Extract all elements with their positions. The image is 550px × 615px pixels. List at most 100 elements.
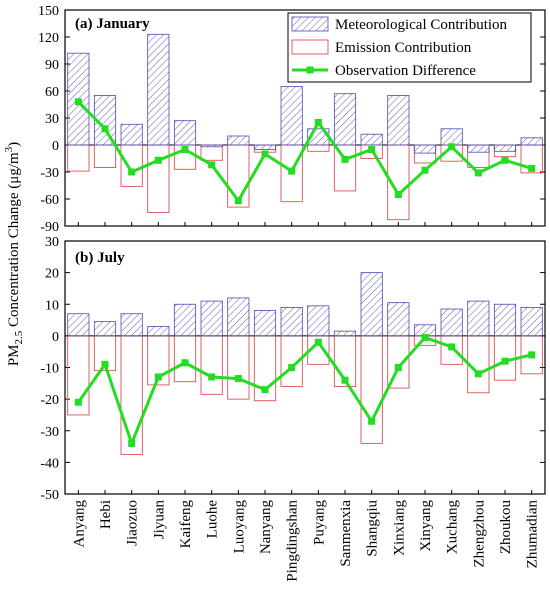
observation-point-july-luohe — [208, 373, 216, 381]
bar-meteorological-january-xinxiang — [387, 95, 410, 146]
panel-january-title: (a) January — [75, 16, 150, 32]
observation-line-july — [77, 335, 533, 448]
y-tick-label-january: 30 — [45, 112, 59, 127]
bar-meteorological-january-sanmenxia — [333, 93, 357, 146]
x-tick-label-kaifeng: Kaifeng — [178, 500, 194, 549]
bar-meteorological-january-pingdingshan — [280, 86, 303, 146]
bar-meteorological-january-nanyang — [253, 144, 277, 150]
observation-point-july-anyang — [74, 398, 82, 406]
observation-point-january-jiyuan — [154, 156, 162, 164]
observation-point-july-zhengzhou — [474, 370, 482, 378]
bar-emission-january-puyang — [307, 144, 330, 152]
observation-point-january-luoyang — [234, 197, 242, 205]
bar-meteorological-january-shangqiu — [360, 133, 383, 146]
observation-point-july-zhumadian — [528, 351, 536, 359]
legend-emission-swatch — [291, 39, 329, 55]
observation-point-january-pingdingshan — [288, 167, 296, 175]
bar-meteorological-july-nanyang — [253, 310, 277, 337]
bar-meteorological-july-jiyuan — [147, 325, 170, 337]
bar-meteorological-january-zhoukou — [493, 144, 517, 152]
bar-meteorological-january-jiaozuo — [120, 123, 143, 146]
panel-january: (a) January Meteorological Contribution … — [38, 4, 546, 235]
x-tick-label-shangqiu: Shangqiu — [365, 500, 381, 557]
observation-point-january-kaifeng — [181, 146, 189, 153]
bar-meteorological-july-jiaozuo — [120, 313, 143, 337]
bar-meteorological-july-zhoukou — [493, 303, 517, 337]
observation-point-january-xinyang — [421, 166, 429, 174]
bar-meteorological-january-zhengzhou — [467, 144, 490, 153]
legend-observation-label: Observation Difference — [335, 63, 476, 79]
bar-meteorological-july-hebi — [93, 321, 117, 337]
observation-point-january-zhengzhou — [474, 169, 482, 177]
bar-meteorological-july-zhengzhou — [467, 300, 490, 337]
bar-meteorological-january-luohe — [200, 144, 223, 148]
y-tick-label-january: -90 — [40, 220, 59, 235]
observation-point-january-zhumadian — [528, 164, 536, 172]
bar-emission-july-luoyang — [227, 335, 250, 400]
observation-point-january-nanyang — [261, 150, 269, 158]
observation-point-july-xinyang — [421, 333, 429, 341]
y-tick-label-july: -40 — [40, 456, 59, 471]
bar-emission-january-jiyuan — [147, 144, 170, 213]
y-tick-label-january: 0 — [52, 139, 59, 154]
x-tick-label-anyang: Anyang — [71, 500, 87, 548]
legend-emission-label: Emission Contribution — [335, 40, 472, 56]
bar-meteorological-july-xuchang — [440, 308, 463, 337]
y-tick-label-january: -30 — [40, 166, 59, 181]
observation-point-july-kaifeng — [181, 359, 189, 367]
bar-emission-july-shangqiu — [360, 335, 383, 444]
legend-meteorological-swatch — [291, 16, 329, 32]
observation-point-january-hebi — [101, 125, 109, 133]
observation-point-january-luohe — [208, 161, 216, 169]
y-tick-label-july: -10 — [40, 362, 59, 377]
observation-point-january-puyang — [314, 119, 322, 126]
bar-meteorological-july-anyang — [67, 313, 90, 337]
observation-point-january-anyang — [74, 98, 82, 106]
x-tick-label-xuchang: Xuchang — [445, 500, 461, 555]
bar-meteorological-january-jiyuan — [147, 33, 170, 146]
x-tick-label-pingdingshan: Pingdingshan — [285, 500, 301, 582]
x-tick-label-puyang: Puyang — [311, 500, 327, 546]
observation-point-july-hebi — [101, 360, 109, 368]
observation-point-july-nanyang — [261, 386, 269, 394]
observation-point-july-xuchang — [448, 343, 456, 351]
observation-point-july-xinxiang — [394, 364, 402, 371]
bar-emission-january-luohe — [200, 144, 223, 161]
observation-point-january-shangqiu — [368, 146, 376, 153]
x-tick-label-luoyang: Luoyang — [231, 500, 247, 554]
y-tick-label-january: 120 — [38, 31, 59, 46]
panel-july: (b) July -50 -40 -30 -20 -10 0 10 20 30 — [40, 235, 546, 503]
panel-july-frame — [64, 240, 546, 495]
legend-meteorological-label: Meteorological Contribution — [335, 17, 508, 33]
x-tick-label-sanmenxia: Sanmenxia — [338, 500, 354, 567]
bar-meteorological-july-shangqiu — [360, 272, 383, 337]
bar-meteorological-july-zhumadian — [520, 307, 543, 337]
bar-meteorological-january-xuchang — [440, 128, 463, 146]
y-tick-label-july: -30 — [40, 425, 59, 440]
observation-point-july-sanmenxia — [341, 376, 349, 384]
observation-point-july-luoyang — [234, 375, 242, 383]
y-tick-label-january: 60 — [45, 85, 59, 100]
bar-emission-january-jiaozuo — [120, 144, 143, 187]
observation-point-january-jiaozuo — [128, 168, 136, 176]
y-tick-label-july: 30 — [45, 235, 59, 250]
panel-january-frame — [64, 9, 546, 227]
y-tick-label-july: 10 — [45, 298, 59, 313]
x-tick-label-jiyuan: Jiyuan — [151, 500, 167, 540]
bar-meteorological-july-luohe — [200, 300, 223, 337]
x-tick-label-jiaozuo: Jiaozuo — [125, 500, 141, 546]
bar-meteorological-july-luoyang — [227, 297, 250, 337]
x-tick-label-zhoukou: Zhoukou — [498, 500, 514, 555]
observation-point-january-xuchang — [448, 143, 456, 151]
y-tick-label-january: 90 — [45, 58, 59, 73]
bar-emission-july-kaifeng — [173, 335, 197, 383]
bar-meteorological-july-sanmenxia — [333, 330, 357, 337]
observation-point-july-shangqiu — [368, 417, 376, 425]
x-tick-label-xinyang: Xinyang — [418, 500, 434, 552]
y-tick-label-january: 150 — [38, 4, 59, 19]
x-tick-label-nanyang: Nanyang — [258, 500, 274, 555]
legend: Meteorological Contribution Emission Con… — [287, 12, 532, 83]
observation-point-july-jiyuan — [154, 373, 162, 381]
bar-meteorological-january-zhumadian — [520, 137, 543, 146]
y-tick-label-july: 20 — [45, 267, 59, 282]
